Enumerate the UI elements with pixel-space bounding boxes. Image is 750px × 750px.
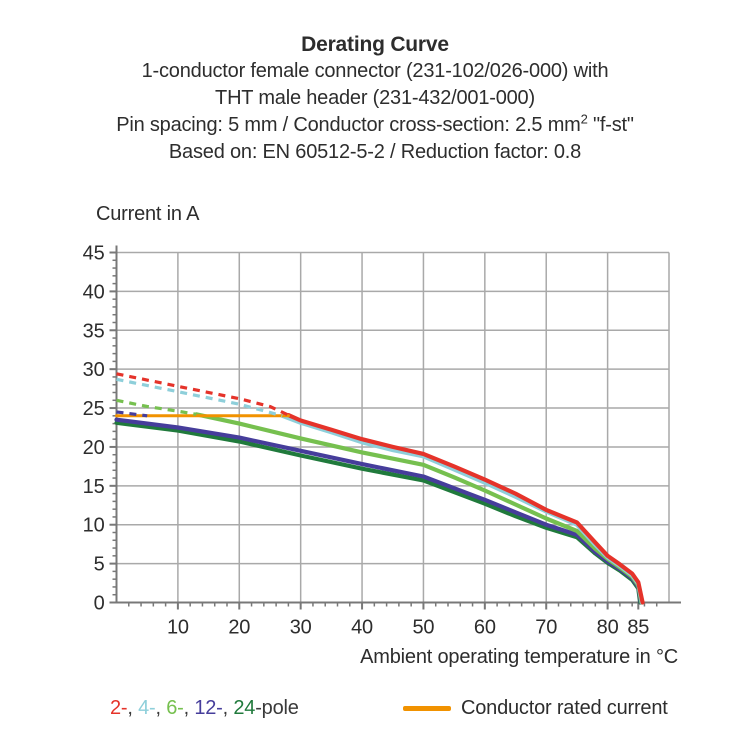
legend-pole-segment: 2- — [110, 697, 128, 719]
curve-dashed-4-pole — [116, 377, 283, 418]
legend-pole-segment: , — [155, 697, 167, 719]
curve-solid-24-pole — [114, 420, 643, 605]
x-tick-label: 40 — [351, 617, 373, 639]
legend-pole-segment: 12- — [194, 697, 223, 719]
y-tick-label: 30 — [83, 359, 105, 381]
legend-rated-current: Conductor rated current — [403, 697, 668, 720]
rated-current-line-swatch — [403, 706, 451, 711]
chart-subtitle-line1: 1-conductor female connector (231-102/02… — [141, 60, 609, 82]
y-tick-label: 45 — [83, 243, 105, 265]
legend-pole-segment: -pole — [255, 697, 299, 719]
x-tick-label: 80 — [597, 617, 619, 639]
legend-pole-segment: 24 — [233, 697, 256, 719]
subtitle3-text: Pin spacing: 5 mm / Conductor cross-sect… — [116, 114, 581, 136]
x-tick-label: 85 — [627, 617, 649, 639]
legend-pole-segment: , — [183, 697, 195, 719]
x-tick-label: 70 — [535, 617, 557, 639]
x-tick-label: 60 — [474, 617, 496, 639]
curve-dashed-6-pole — [116, 398, 197, 416]
curve-solid-4-pole — [280, 413, 645, 605]
chart-subtitle-line3: Pin spacing: 5 mm / Conductor cross-sect… — [0, 112, 750, 139]
x-tick-label: 30 — [290, 617, 312, 639]
x-tick-label: 10 — [167, 617, 189, 639]
subtitle3-superscript: 2 — [580, 111, 588, 127]
y-tick-label: 25 — [83, 398, 105, 420]
legend-pole-segment: , — [222, 697, 234, 719]
rated-current-label: Conductor rated current — [461, 697, 668, 719]
chart-subtitle-line2: THT male header (231-432/001-000) — [215, 87, 535, 109]
y-tick-label: 40 — [83, 281, 105, 303]
chart-title: Derating Curve — [301, 33, 449, 56]
x-tick-label: 50 — [413, 617, 435, 639]
legend-pole-counts: 2-, 4-, 6-, 12-, 24-pole — [110, 697, 299, 720]
y-tick-label: 15 — [83, 476, 105, 498]
y-tick-label: 5 — [94, 554, 105, 576]
legend-pole-segment: , — [127, 697, 139, 719]
curve-solid-2-pole — [286, 413, 645, 605]
x-tick-label: 20 — [228, 617, 250, 639]
curve-dashed-12-pole — [116, 410, 148, 418]
chart-header: Derating Curve 1-conductor female connec… — [0, 31, 750, 166]
x-axis-title: Ambient operating temperature in °C — [360, 646, 678, 668]
curve-dashed-2-pole — [116, 372, 290, 417]
chart-subtitle-line4: Based on: EN 60512-5-2 / Reduction facto… — [168, 141, 582, 163]
legend-pole-segment: 4- — [138, 697, 156, 719]
y-tick-label: 20 — [83, 437, 105, 459]
y-axis-title: Current in A — [96, 203, 200, 225]
subtitle3-suffix: "f-st" — [587, 114, 634, 136]
y-tick-label: 10 — [83, 515, 105, 537]
legend-pole-segment: 6- — [166, 697, 184, 719]
y-tick-label: 0 — [94, 593, 105, 615]
y-tick-label: 35 — [83, 320, 105, 342]
